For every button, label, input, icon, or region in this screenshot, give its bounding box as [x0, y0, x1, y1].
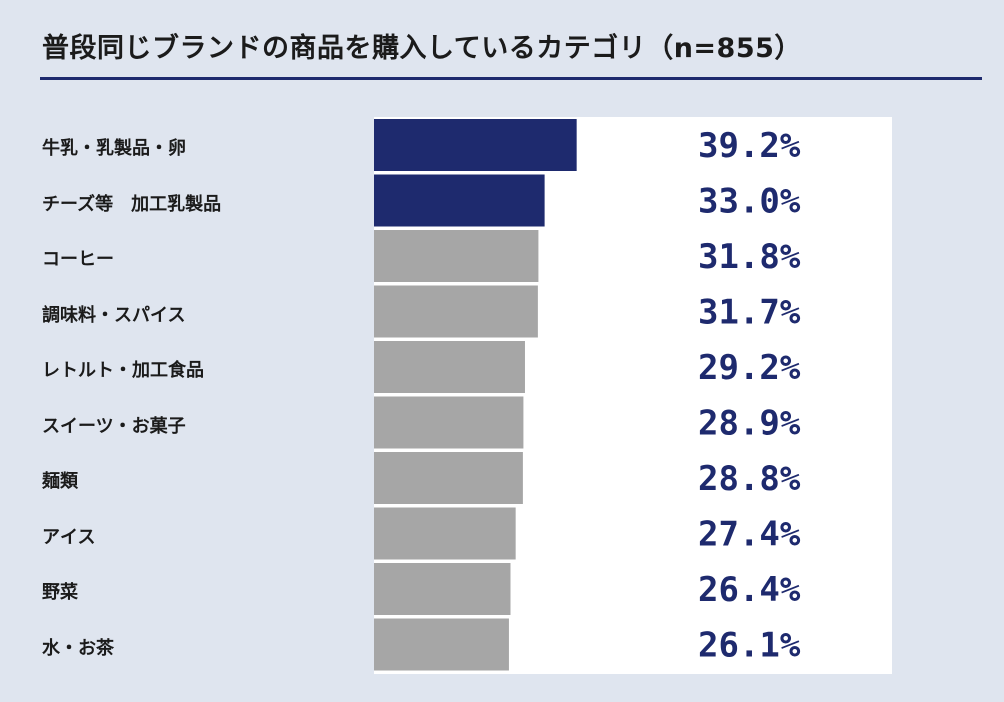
category-label-1: チーズ等 加工乳製品 [42, 193, 222, 215]
category-label-4: レトルト・加工食品 [42, 360, 204, 381]
category-label-7: アイス [42, 526, 96, 548]
bar-6 [374, 452, 523, 504]
value-label-0: 39.2% [698, 126, 801, 166]
bar-5 [374, 396, 524, 449]
value-label-9: 26.1% [698, 626, 801, 666]
value-label-2: 31.8% [698, 237, 801, 277]
bar-8 [374, 563, 511, 615]
bar-7 [374, 507, 516, 560]
value-label-6: 28.8% [698, 459, 801, 499]
value-label-3: 31.7% [698, 293, 801, 333]
chart-title: 普段同じブランドの商品を購入しているカテゴリ（n=855） [42, 33, 802, 64]
plot-area: 39.2% 33.0% 31.8% 31.7% 29.2% 28.9% 28.8% 27.4%… [374, 117, 892, 674]
bar-0 [374, 119, 577, 171]
title-underline [40, 77, 982, 80]
value-label-5: 28.9% [698, 404, 801, 444]
value-label-1: 33.0% [698, 182, 801, 222]
bar-4 [374, 341, 525, 393]
category-label-2: コーヒー [42, 249, 114, 270]
bar-2 [374, 230, 539, 282]
category-label-6: 麺類 [42, 471, 78, 492]
bar-1 [374, 174, 545, 227]
bar-3 [374, 285, 538, 338]
value-label-8: 26.4% [698, 570, 801, 610]
category-label-0: 牛乳・乳製品・卵 [42, 138, 186, 159]
category-label-5: スイーツ・お菓子 [42, 415, 186, 437]
bar-chart: 39.2% 33.0% 31.8% 31.7% 29.2% 28.9% 28.8% 27.4%… [374, 119, 801, 671]
bar-9 [374, 618, 509, 671]
value-label-4: 29.2% [698, 348, 801, 388]
category-label-3: 調味料・スパイス [42, 304, 186, 326]
category-label-8: 野菜 [42, 582, 78, 603]
value-label-7: 27.4% [698, 515, 801, 555]
category-label-9: 水・お茶 [42, 637, 114, 659]
